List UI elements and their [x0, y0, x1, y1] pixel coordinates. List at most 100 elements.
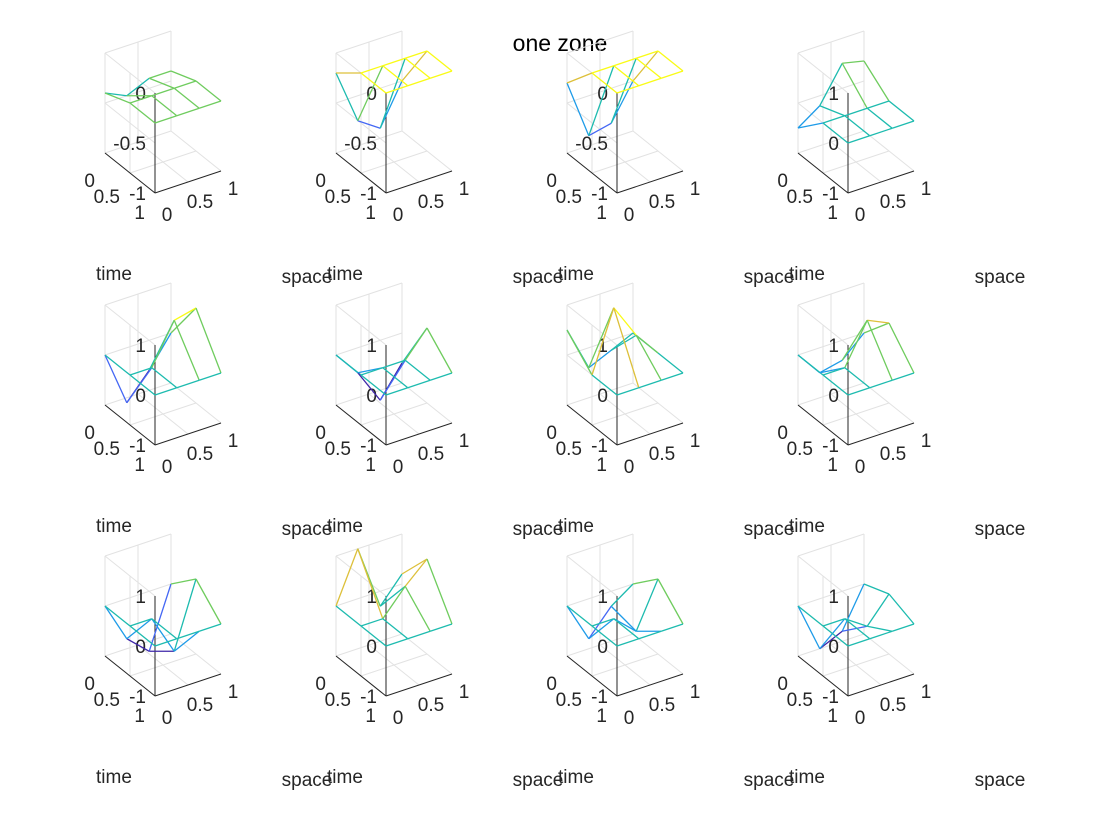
x-tick-label: 0 — [624, 205, 635, 226]
grid-line — [822, 653, 890, 677]
mesh-edge — [613, 307, 640, 388]
x-tick-label: 0 — [624, 457, 635, 478]
z-tick-label: 1 — [597, 587, 608, 608]
x-tick-label: 0 — [855, 708, 866, 729]
mesh-edge — [635, 334, 662, 381]
mesh-edge — [566, 605, 590, 640]
mesh-edge — [129, 367, 152, 376]
mesh-edge — [632, 578, 659, 585]
y-axis-line — [104, 152, 156, 194]
y-tick-label: 0 — [777, 423, 788, 444]
y-tick-label: 1 — [596, 203, 607, 224]
mesh-edge — [844, 115, 871, 137]
mesh-edge — [360, 374, 387, 396]
mesh-edge — [173, 578, 197, 652]
x-axis-line — [385, 673, 453, 697]
mesh-edge — [588, 307, 615, 368]
mesh-edge — [616, 85, 639, 94]
x-tick-label: 1 — [228, 431, 239, 452]
y-tick-label: 0 — [546, 423, 557, 444]
mesh-edge — [151, 319, 175, 369]
y-axis-label: time — [327, 516, 363, 537]
mesh-edge — [566, 605, 593, 627]
mesh-edge — [357, 372, 381, 401]
mesh-edge — [176, 107, 200, 117]
y-tick-label: 0 — [84, 171, 95, 192]
z-tick-label: 1 — [828, 587, 839, 608]
x-axis-label: space — [744, 519, 795, 540]
mesh-edge — [591, 618, 614, 627]
y-axis-label: time — [558, 516, 594, 537]
x-tick-label: 0.5 — [418, 192, 444, 213]
y-tick-label: 0 — [777, 674, 788, 695]
mesh-edge — [357, 548, 384, 619]
y-axis-line — [797, 655, 849, 697]
mesh-edge — [426, 558, 453, 625]
y-tick-label: 0 — [777, 171, 788, 192]
mesh-edge — [797, 354, 824, 376]
z-tick-label: 0 — [597, 637, 608, 658]
mesh-edge — [149, 70, 172, 79]
mesh-edge — [638, 77, 662, 87]
mesh-edge — [841, 62, 868, 109]
mesh-edge — [335, 548, 359, 607]
mesh-edge — [610, 334, 637, 351]
mesh-edge — [129, 95, 152, 104]
mesh-edge — [822, 115, 845, 124]
y-tick-label: 0 — [315, 674, 326, 695]
mesh-edge — [430, 372, 453, 381]
mesh-edge — [126, 618, 153, 640]
mesh-edge — [126, 638, 150, 652]
mesh-edge — [357, 120, 381, 129]
mesh-edge — [335, 354, 362, 376]
mesh-edge — [866, 320, 893, 381]
mesh-edge — [819, 62, 843, 107]
y-axis-label: time — [789, 264, 825, 285]
z-tick-label: 0 — [135, 386, 146, 407]
y-tick-label: 1 — [596, 706, 607, 727]
mesh-edge — [170, 70, 197, 82]
y-axis-line — [104, 655, 156, 697]
y-tick-label: 0.5 — [325, 187, 351, 208]
mesh-edge — [844, 618, 871, 640]
x-tick-label: 1 — [690, 179, 701, 200]
mesh-edge — [657, 578, 684, 625]
y-tick-label: 1 — [134, 203, 145, 224]
mesh-edge — [863, 583, 890, 595]
mesh-edge — [151, 618, 175, 652]
mesh-edge — [126, 367, 153, 404]
mesh-edge — [126, 77, 150, 97]
mesh-edge — [405, 50, 428, 59]
y-axis-line — [104, 404, 156, 446]
grid-line — [360, 150, 428, 174]
mesh-edge — [863, 60, 890, 102]
mesh-edge — [822, 618, 845, 627]
x-tick-label: 0.5 — [418, 695, 444, 716]
z-tick-label: -1 — [822, 687, 839, 708]
mesh-edge — [591, 307, 615, 376]
mesh-edge — [360, 65, 383, 74]
grid-line — [591, 402, 659, 426]
mesh-edge — [154, 638, 177, 647]
mesh-edge — [657, 50, 684, 72]
z-tick-label: 0 — [366, 84, 377, 105]
mesh-edge — [404, 57, 431, 79]
mesh-edge — [430, 70, 453, 79]
mesh-edge — [819, 630, 843, 650]
y-tick-label: 1 — [365, 706, 376, 727]
mesh-edge — [797, 105, 821, 129]
z-tick-label: 1 — [828, 336, 839, 357]
y-axis-label: time — [789, 767, 825, 788]
mesh-edge — [616, 387, 639, 396]
mesh-edge — [869, 127, 893, 137]
mesh-edge — [841, 583, 865, 632]
x-axis-line — [847, 673, 915, 697]
x-tick-label: 0 — [162, 457, 173, 478]
y-axis-label: time — [789, 516, 825, 537]
z-tick-label: 0 — [135, 84, 146, 105]
mesh-edge — [844, 107, 868, 117]
grid-line — [822, 150, 890, 174]
